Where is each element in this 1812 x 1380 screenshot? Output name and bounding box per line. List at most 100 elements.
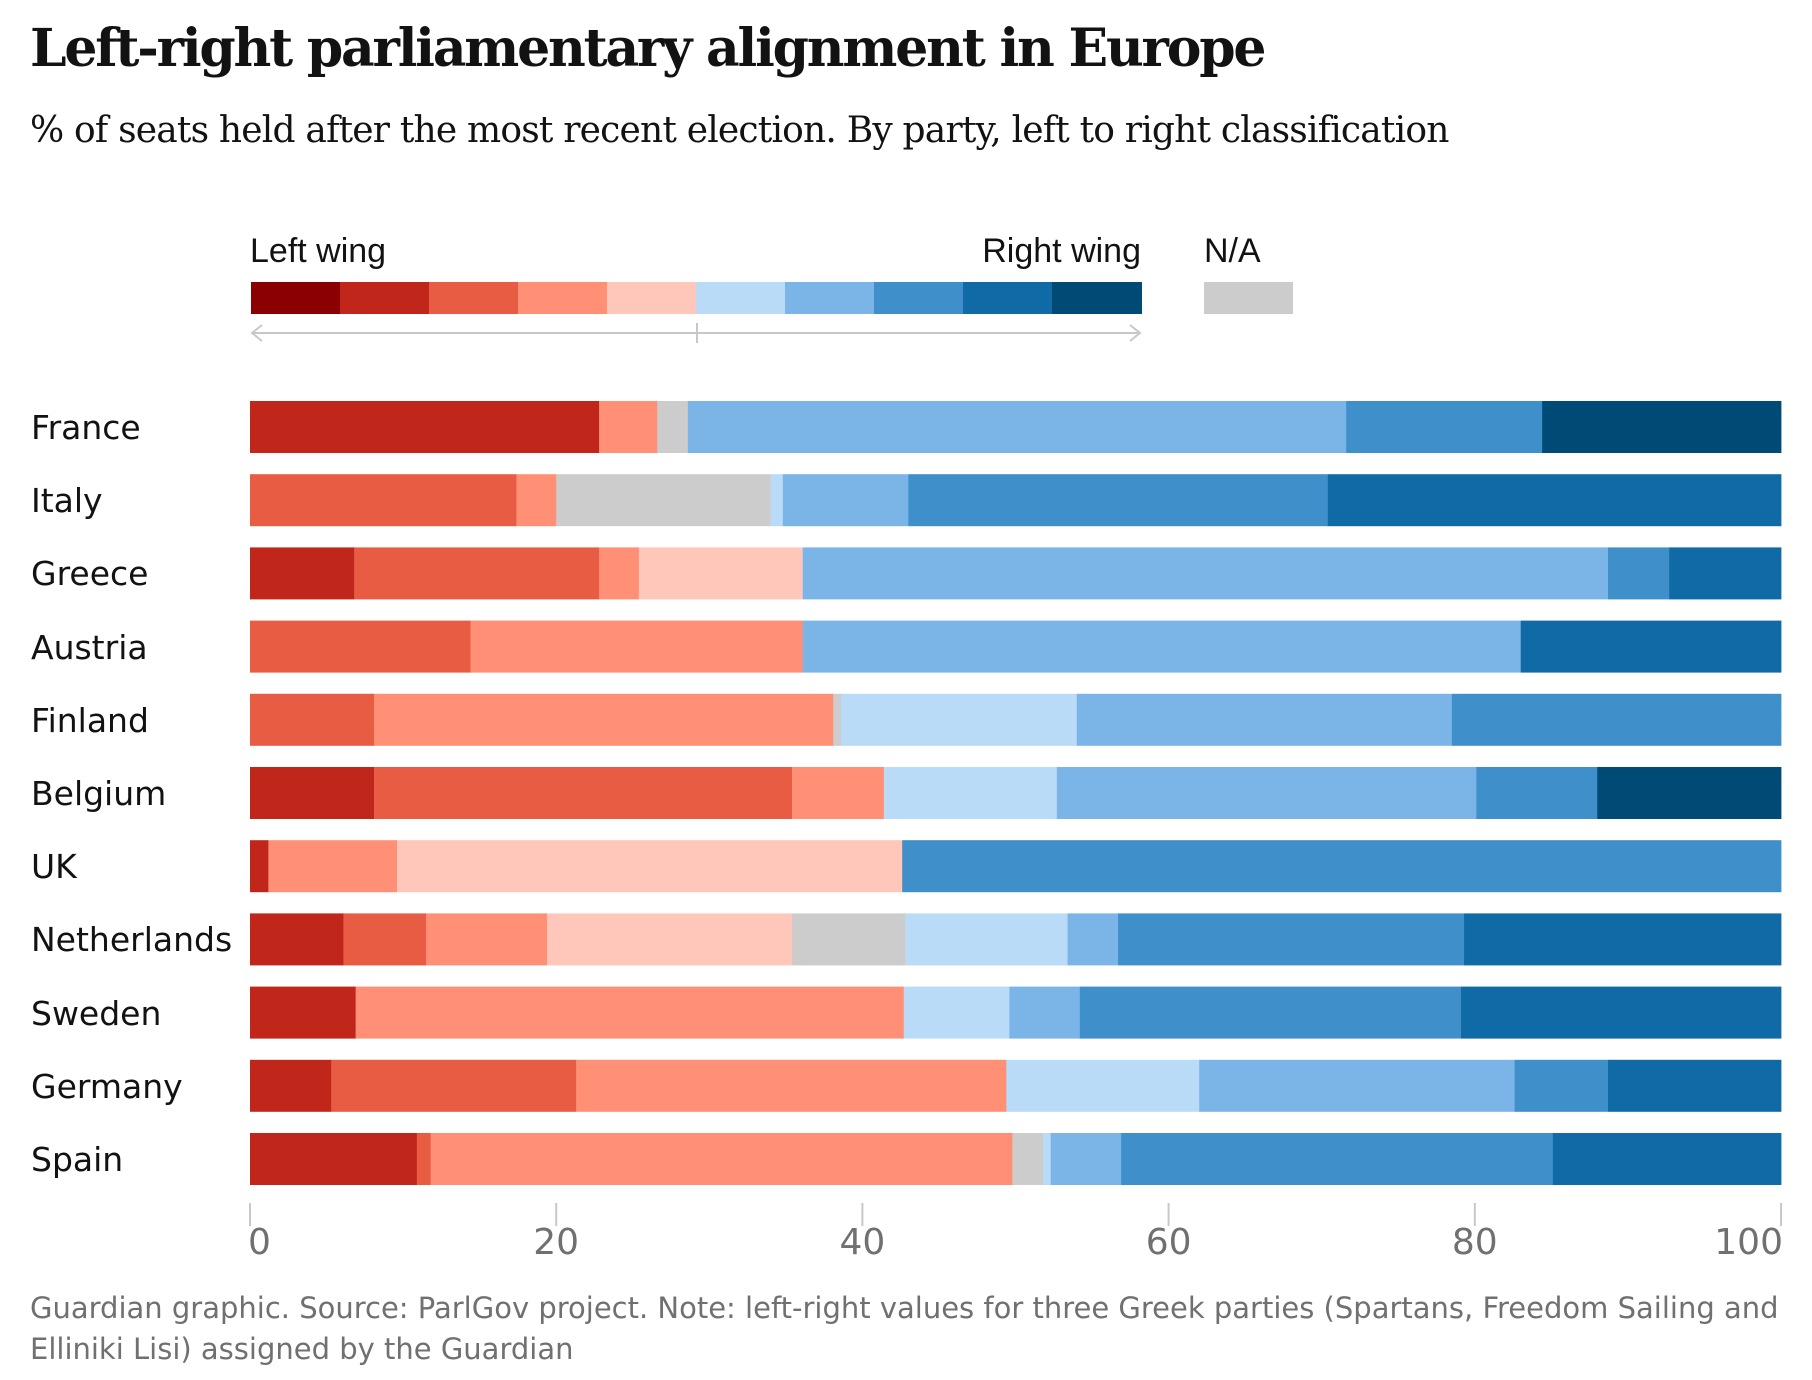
bar-segment [599,401,658,453]
legend-swatch-4 [518,282,608,314]
bar-row-italy [250,474,1782,527]
bar-segment [343,913,427,966]
bar-segment [1118,913,1465,966]
country-label: Greece [31,554,149,594]
bar-segment [1121,1133,1554,1185]
bar-segment [1607,547,1670,600]
bar-segment [840,693,1078,746]
legend-swatch-5 [607,282,697,314]
country-label: Finland [31,700,149,740]
bar-row-austria [250,620,1782,673]
x-tick-label: 40 [839,1222,886,1263]
bar-segment [1199,1059,1516,1112]
bar-segment [1669,547,1782,600]
bar-segment [1012,1133,1044,1185]
bar-segment [802,620,1522,673]
country-label: Austria [31,627,148,667]
chart-subtitle: % of seats held after the most recent el… [30,110,1449,151]
bar-segment [782,474,909,527]
bar-segment [905,913,1068,966]
bar-segment [250,547,355,600]
bar-segment [416,1133,432,1185]
bar-segment [576,1059,1007,1112]
bar-segment [396,840,903,893]
bar-row-france [250,401,1782,453]
bar-segment [374,767,793,819]
bar-segment [1050,1133,1122,1185]
x-tick-label: 20 [533,1222,580,1263]
bar-segment [908,474,1329,527]
bars [250,401,1782,1185]
legend-right-wing-label: Right wing [982,232,1141,270]
bar-segment [791,767,885,819]
country-label: Sweden [31,993,162,1033]
legend-swatch-2 [340,282,430,314]
bar-row-sweden [250,986,1782,1039]
legend-swatch-10 [1052,282,1142,314]
bar-segment [268,840,398,893]
legend-arrow-right-head [1129,324,1142,342]
bar-segment [791,913,906,966]
bar-segment [599,547,640,600]
bar-segment [1461,986,1782,1039]
bar-segment [1346,401,1543,453]
bar-segment [883,767,1058,819]
bar-segment [1056,767,1477,819]
bar-segment [657,401,689,453]
legend-swatch-3 [429,282,519,314]
bar-row-germany [250,1059,1782,1112]
bar-segment [250,620,471,673]
bar-segment [1079,986,1462,1039]
bar-segment [250,913,344,966]
legend-swatch-9 [963,282,1053,314]
bar-segment [426,913,548,966]
bar-segment [770,474,784,527]
bar-segment [430,1133,1013,1185]
legend-swatch-7 [785,282,875,314]
bar-row-greece [250,547,1782,600]
bar-segment [802,547,1609,600]
legend-arrow [250,323,1142,343]
bar-segment [687,401,1347,453]
country-label: Belgium [31,774,167,813]
footnote: Guardian graphic. Source: ParlGov projec… [30,1291,1779,1366]
bar-segment [1464,913,1782,966]
bar-segment [556,474,771,527]
bar-segment [903,986,1010,1039]
bar-segment [638,547,804,600]
bar-segment [547,913,793,966]
legend-swatch-6 [696,282,786,314]
legend-swatch-1 [251,282,341,314]
bar-segment [1520,620,1782,673]
x-tick-label: 100 [1714,1222,1783,1263]
bar-segment [1542,401,1782,453]
legend-swatch-na [1204,282,1293,314]
country-label: Italy [31,481,103,521]
country-label: Netherlands [31,920,233,960]
bar-segment [1006,1059,1200,1112]
x-tick-label: 80 [1451,1222,1498,1263]
x-tick-label: 0 [248,1222,271,1263]
bar-segment [374,693,834,746]
bar-segment [1597,767,1782,819]
bar-segment [1076,693,1453,746]
bar-row-spain [250,1133,1782,1185]
legend-na-label: N/A [1204,232,1261,270]
bar-segment [1043,1133,1052,1185]
bar-segment [516,474,557,527]
bar-segment [250,840,269,893]
bar-segment [1514,1059,1609,1112]
bar-segment [355,986,905,1039]
bar-row-netherlands [250,913,1782,966]
bar-segment [833,693,842,746]
bar-segment [1067,913,1119,966]
bar-segment [250,401,600,453]
bar-segment [331,1059,577,1112]
country-label: Germany [31,1066,183,1106]
bar-segment [250,1133,418,1185]
bar-segment [1009,986,1081,1039]
bar-segment [250,767,375,819]
bar-segment [1552,1133,1782,1185]
bar-row-finland [250,693,1782,746]
bar-segment [1451,693,1782,746]
